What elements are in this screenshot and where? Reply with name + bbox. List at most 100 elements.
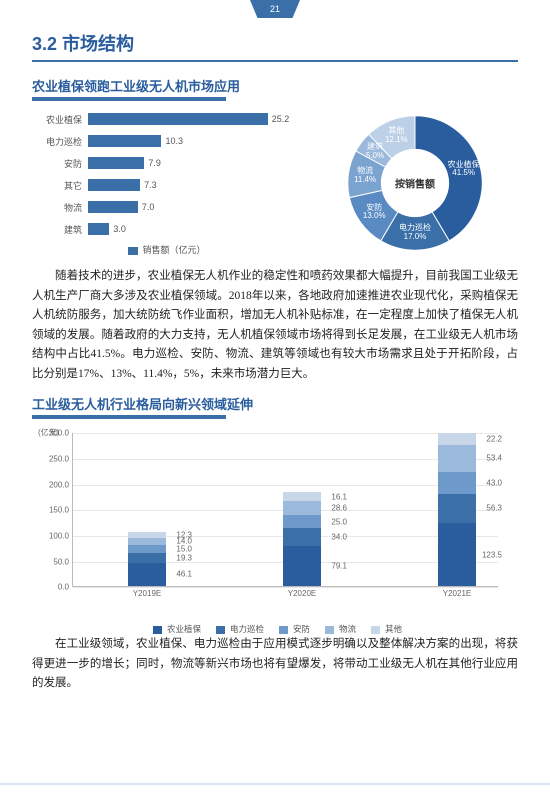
bar-label: 物流 [32,201,88,214]
stacked-segment: 46.1 [128,563,166,587]
donut-slice-label: 电力巡检17.0% [399,225,431,243]
segment-value: 15.0 [176,544,192,553]
bar [88,135,161,147]
stacked-legend: 农业植保电力巡检安防物流其他 [32,623,518,635]
bar-track: 7.3 [88,176,302,194]
donut-slice-label: 安防13.0% [363,204,386,222]
y-tick-label: 150.0 [49,506,73,515]
page-number: 21 [270,4,280,14]
bar-label: 其它 [32,179,88,192]
segment-value: 28.6 [331,504,347,513]
stacked-segment: 14.0 [128,538,166,545]
stacked-bar-chart: (亿元) 0.050.0100.0150.0200.0250.0300.012.… [32,427,518,617]
bar-chart: 农业植保 25.2 电力巡检 10.3 安防 7.9 其它 7.3 物流 7.0 建筑3.0 销售额（… [32,109,302,257]
footer-line [0,783,550,785]
segment-value: 16.1 [331,492,347,501]
bar-row: 农业植保 25.2 [32,109,302,129]
bar [88,201,138,213]
donut-slice-label: 建筑5.0% [366,144,384,162]
segment-value: 79.1 [331,561,347,570]
bar-row: 建筑3.0 [32,219,302,239]
paragraph-2: 在工业级领域，农业植保、电力巡检由于应用模式逐步明确以及整体解决方案的出现，将获… [32,635,518,694]
bar-label: 安防 [32,157,88,170]
bar-value: 25.2 [272,114,290,124]
donut-chart: 按销售额农业植保41.5% 电力巡检17.0% 安防13.0% 物流11.4% 建筑5.… [345,113,485,253]
bar-track: 3.0 [88,220,302,238]
bar-row: 物流 7.0 [32,197,302,217]
segment-value: 34.0 [331,532,347,541]
y-tick-label: 50.0 [53,557,73,566]
segment-value: 56.3 [486,504,502,513]
donut-chart-wrap: 按销售额农业植保41.5% 电力巡检17.0% 安防13.0% 物流11.4% 建筑5.… [312,109,518,257]
donut-slice-label: 其他12.1% [385,127,408,145]
bar-label: 农业植保 [32,113,88,126]
x-tick-label: Y2020E [288,589,316,598]
stacked-segment: 22.2 [438,433,476,444]
stacked-segment: 79.1 [283,546,321,587]
stacked-segment: 28.6 [283,501,321,516]
grid-line [73,485,498,486]
donut-center-label: 按销售额 [395,176,435,191]
segment-value: 19.3 [176,553,192,562]
stacked-segment: 53.4 [438,445,476,472]
segment-value: 22.2 [486,434,502,443]
segment-value: 123.5 [482,550,502,559]
subheading-2: 工业级无人机行业格局向新兴领域延伸 [32,394,518,413]
bar-value: 7.0 [142,202,155,212]
y-tick-label: 250.0 [49,454,73,463]
bar-value: 10.3 [165,136,183,146]
bar [88,223,109,235]
bar-row: 电力巡检 10.3 [32,131,302,151]
stacked-column: 22.253.443.056.3123.5 [438,433,476,586]
bar [88,179,140,191]
stacked-segment: 123.5 [438,523,476,586]
bar-value: 3.0 [113,224,126,234]
stacked-segment: 43.0 [438,472,476,494]
segment-value: 43.0 [486,478,502,487]
grid-line [73,433,498,434]
stacked-segment: 19.3 [128,553,166,563]
grid-line [73,459,498,460]
page-number-tab: 21 [250,0,300,18]
legend-item: 安防 [274,624,310,634]
bar-label: 电力巡检 [32,135,88,148]
donut-slice-label: 物流11.4% [354,167,376,185]
stacked-segment: 34.0 [283,528,321,545]
paragraph-1: 随着技术的进步，农业植保无人机作业的稳定性和喷药效果都大幅提升，目前我国工业级无… [32,267,518,384]
legend-item: 其他 [366,624,402,634]
bar-legend: 销售额（亿元） [32,243,302,256]
donut-slice-label: 农业植保41.5% [448,161,480,179]
stacked-column: 16.128.625.034.079.1 [283,492,321,586]
segment-value: 25.0 [331,517,347,526]
y-tick-label: 100.0 [49,531,73,540]
bar [88,157,144,169]
bar-value: 7.3 [144,180,157,190]
bar-track: 7.9 [88,154,302,172]
legend-item: 电力巡检 [211,624,264,634]
subheading-1: 农业植保领跑工业级无人机市场应用 [32,76,518,95]
x-tick-label: Y2019E [133,589,161,598]
stacked-segment: 25.0 [283,515,321,528]
bar-value: 7.9 [148,158,161,168]
x-tick-label: Y2021E [443,589,471,598]
y-tick-label: 0.0 [58,583,73,592]
stacked-segment: 15.0 [128,545,166,553]
bar [88,113,268,125]
legend-item: 物流 [320,624,356,634]
legend-item: 农业植保 [148,624,201,634]
bar-track: 10.3 [88,132,302,150]
stacked-segment: 56.3 [438,494,476,523]
bar-row: 安防 7.9 [32,153,302,173]
section-title: 3.2 市场结构 [32,30,518,56]
bar-track: 25.2 [88,110,302,128]
subheading-1-rule [32,97,518,101]
y-tick-label: 300.0 [49,429,73,438]
stacked-segment: 16.1 [283,492,321,500]
bar-row: 其它 7.3 [32,175,302,195]
segment-value: 46.1 [176,570,192,579]
section-rule [32,60,518,62]
stacked-column: 12.314.015.019.346.1 [128,532,166,587]
bar-legend-label: 销售额（亿元） [142,245,205,255]
page-content: 3.2 市场结构 农业植保领跑工业级无人机市场应用 农业植保 25.2 电力巡检 10… [0,0,550,694]
subheading-2-rule [32,415,518,419]
